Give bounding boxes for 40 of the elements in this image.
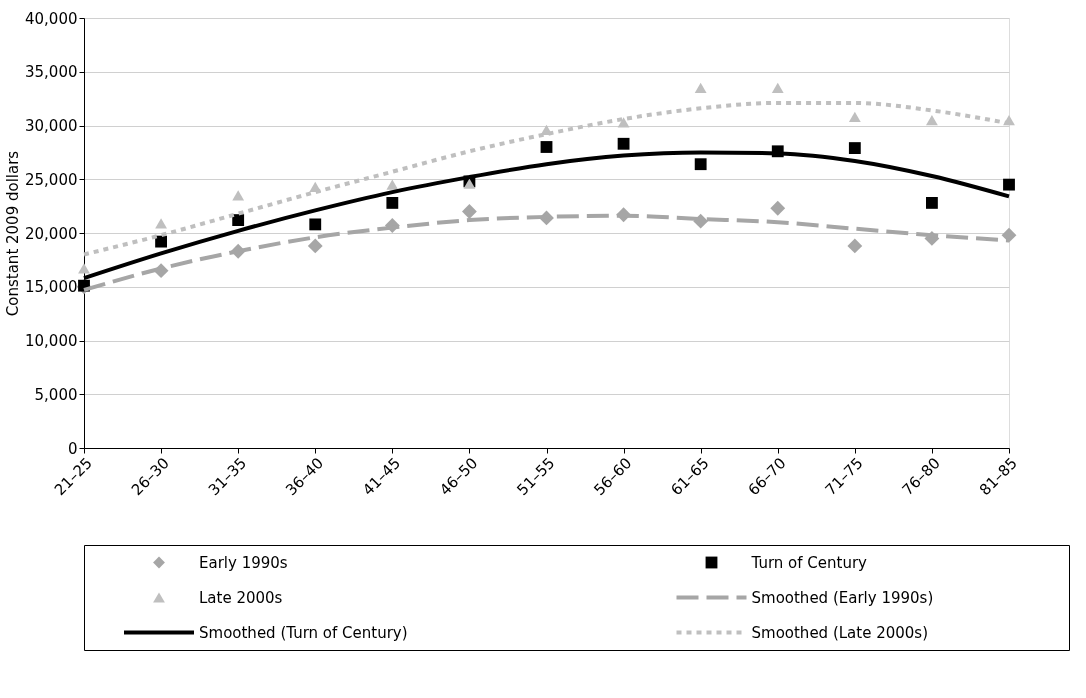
legend-label: Smoothed (Early 1990s): [751, 588, 934, 607]
point: [770, 200, 786, 216]
point: [694, 158, 707, 171]
y-tick-label: 0: [67, 439, 78, 458]
point: [386, 179, 399, 190]
point: [309, 218, 322, 231]
legend-label: Late 2000s: [199, 588, 283, 607]
point: [926, 196, 938, 209]
point: [232, 190, 245, 201]
point: [847, 238, 863, 254]
point: [771, 82, 784, 93]
point: [155, 235, 167, 248]
y-tick-label: 15,000: [25, 278, 78, 297]
y-tick-label: 20,000: [25, 224, 78, 243]
legend-label: Smoothed (Turn of Century): [199, 623, 408, 642]
point: [848, 111, 861, 123]
y-tick-label: 30,000: [25, 117, 78, 135]
y-tick-label: 35,000: [25, 63, 78, 82]
point: [694, 82, 707, 93]
y-axis-title: Constant 2009 dollars: [4, 150, 23, 317]
point: [540, 141, 553, 153]
point: [232, 214, 245, 227]
point: [155, 218, 167, 229]
point: [926, 115, 938, 126]
point: [617, 117, 630, 128]
y-tick-label: 10,000: [25, 332, 78, 350]
point: [1001, 227, 1017, 243]
point: [386, 196, 399, 209]
y-tick-label: 5,000: [34, 385, 78, 404]
y-tick-label: 25,000: [25, 170, 78, 189]
point: [1003, 178, 1015, 191]
point: [462, 204, 477, 219]
legend-label: Smoothed (Late 2000s): [751, 623, 929, 642]
point: [78, 263, 90, 274]
point: [307, 238, 323, 254]
legend-label: Early 1990s: [199, 553, 288, 572]
point: [617, 137, 630, 150]
y-tick-label: 40,000: [25, 9, 78, 28]
legend-label: Turn of Century: [750, 553, 868, 572]
point: [848, 142, 861, 154]
